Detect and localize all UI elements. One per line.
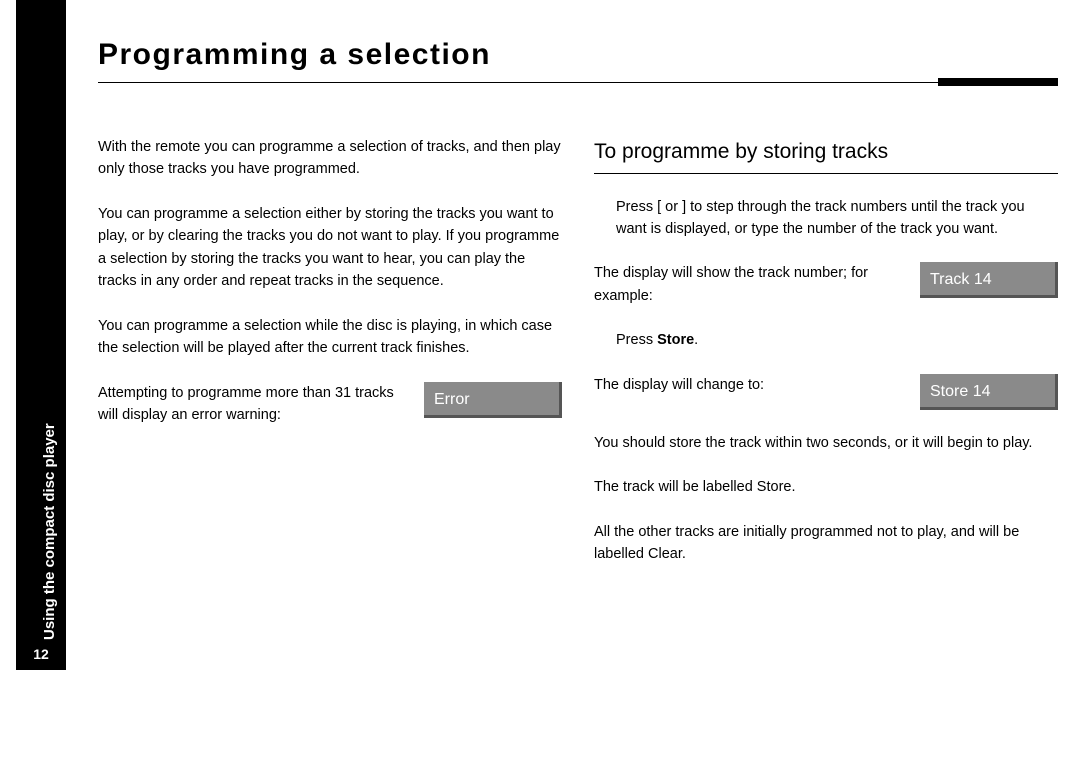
page-number: 12: [16, 646, 66, 662]
section-label: Using the compact disc player: [41, 423, 58, 640]
error-text: Attempting to programme more than 31 tra…: [98, 382, 410, 427]
manual-page: Using the compact disc player 12 Program…: [0, 0, 1080, 762]
display-store: Store 14: [920, 374, 1058, 410]
intro-paragraph-1: With the remote you can programme a sele…: [98, 136, 562, 181]
subheading: To programme by storing tracks: [594, 136, 1058, 174]
page-title: Programming a selection: [98, 38, 1058, 76]
content-area: Programming a selection With the remote …: [98, 38, 1058, 588]
track-intro-text: The display will show the track number; …: [594, 262, 906, 307]
press-store-pre: Press: [616, 332, 657, 348]
right-column: To programme by storing tracks Press [ o…: [594, 136, 1058, 588]
change-to-text: The display will change to:: [594, 374, 906, 396]
store-row: The display will change to: Store 14: [594, 374, 1058, 410]
press-store: Press Store.: [594, 329, 1058, 351]
track-row: The display will show the track number; …: [594, 262, 1058, 307]
step-1: Press [ or ] to step through the track n…: [594, 196, 1058, 241]
labelled-store-text: The track will be labelled Store.: [594, 476, 1058, 498]
display-error: Error: [424, 382, 562, 418]
title-rule-thin: [98, 82, 1058, 83]
display-track: Track 14: [920, 262, 1058, 298]
labelled-clear-text: All the other tracks are initially progr…: [594, 521, 1058, 566]
press-store-bold: Store: [657, 332, 694, 348]
intro-paragraph-2: You can programme a selection either by …: [98, 203, 562, 293]
press-store-post: .: [694, 332, 698, 348]
error-row: Attempting to programme more than 31 tra…: [98, 382, 562, 427]
title-rule: [98, 78, 1058, 88]
title-rule-thick: [938, 78, 1058, 86]
two-seconds-text: You should store the track within two se…: [594, 432, 1058, 454]
left-column: With the remote you can programme a sele…: [98, 136, 562, 588]
columns: With the remote you can programme a sele…: [98, 136, 1058, 588]
intro-paragraph-3: You can programme a selection while the …: [98, 315, 562, 360]
